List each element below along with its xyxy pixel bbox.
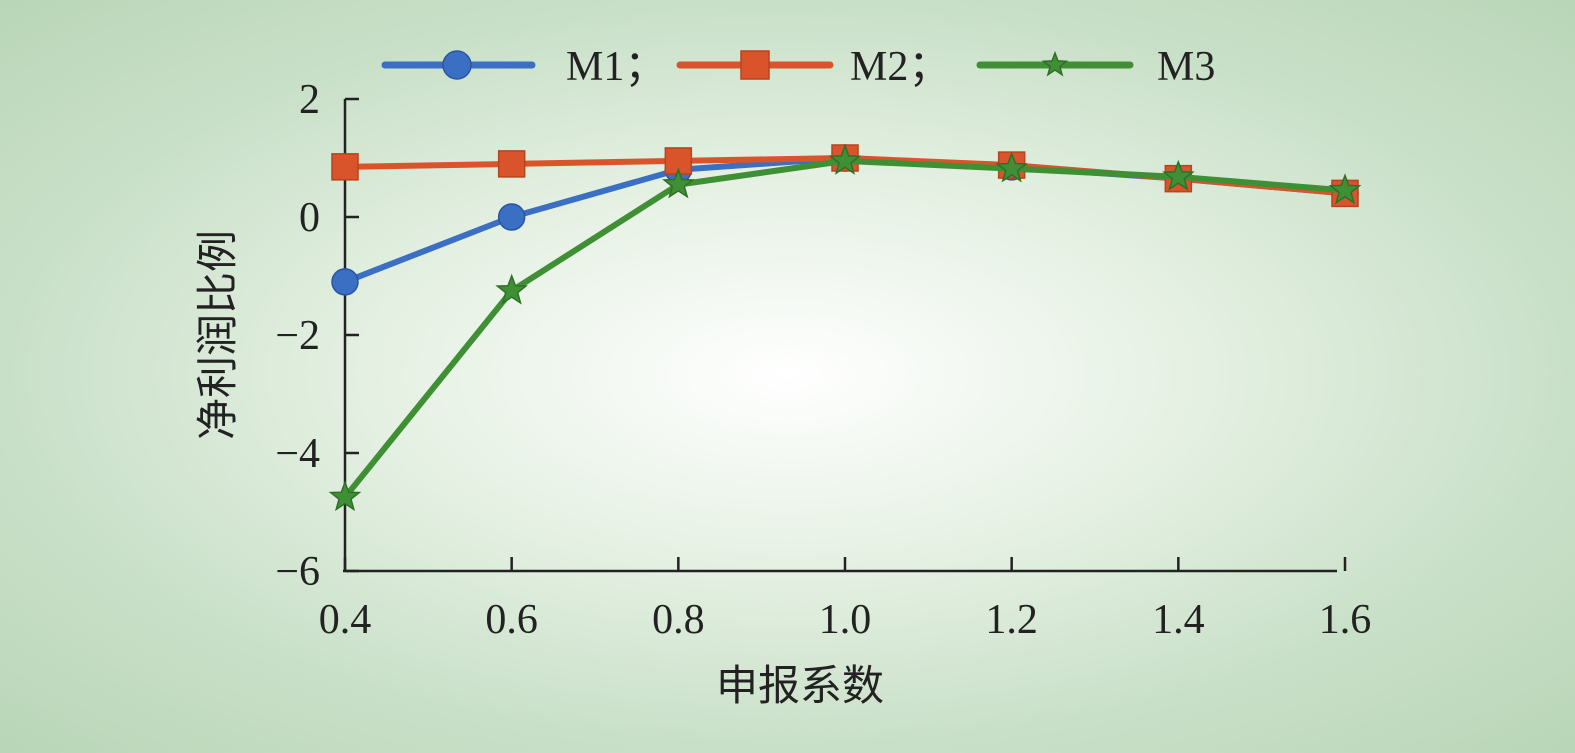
legend-item: M2； xyxy=(676,44,950,90)
x-tick-label: 0.6 xyxy=(485,597,538,643)
x-tick-label: 1.4 xyxy=(1152,597,1205,643)
data-point xyxy=(1328,173,1362,205)
data-point xyxy=(328,480,362,512)
legend-item: M3 xyxy=(976,44,1215,90)
data-point xyxy=(495,273,528,305)
data-point xyxy=(1162,159,1195,191)
series-layer xyxy=(328,143,1362,512)
x-tick-label: 1.6 xyxy=(1319,597,1372,643)
x-tick-label: 0.8 xyxy=(652,597,705,643)
legend-item: M1； xyxy=(381,44,666,90)
y-tick-label: −4 xyxy=(275,431,320,477)
y-tick-label: 2 xyxy=(299,77,320,123)
x-tick-label: 1.0 xyxy=(819,597,872,643)
data-point xyxy=(497,150,526,178)
legend-marker xyxy=(1041,50,1069,77)
legend: M1； M2； M3 xyxy=(381,44,1215,90)
axes: 2 0 −2 −4 −60.4 0.6 0.8 1.0 1.2 1.4 1.6 xyxy=(275,77,1371,643)
data-point xyxy=(331,153,359,181)
y-tick-label: −2 xyxy=(275,313,320,359)
data-point xyxy=(331,268,359,296)
data-point xyxy=(662,167,695,199)
legend-marker xyxy=(442,50,472,80)
x-axis-title: 申报系数 xyxy=(716,664,884,710)
y-axis-title: 净利润比例 xyxy=(196,230,242,440)
legend-label: M1； xyxy=(566,44,666,90)
data-point xyxy=(497,203,526,231)
data-point xyxy=(995,151,1028,183)
legend-label: M2； xyxy=(850,44,950,90)
legend-label: M3 xyxy=(1157,44,1215,90)
x-tick-label: 1.2 xyxy=(985,597,1038,643)
y-tick-label: 0 xyxy=(299,195,320,241)
series-3 xyxy=(328,143,1362,512)
x-tick-label: 0.4 xyxy=(319,597,372,643)
y-tick-label: −6 xyxy=(275,549,320,595)
legend-marker xyxy=(740,50,770,80)
data-point xyxy=(828,143,862,175)
series-line xyxy=(342,157,1348,501)
